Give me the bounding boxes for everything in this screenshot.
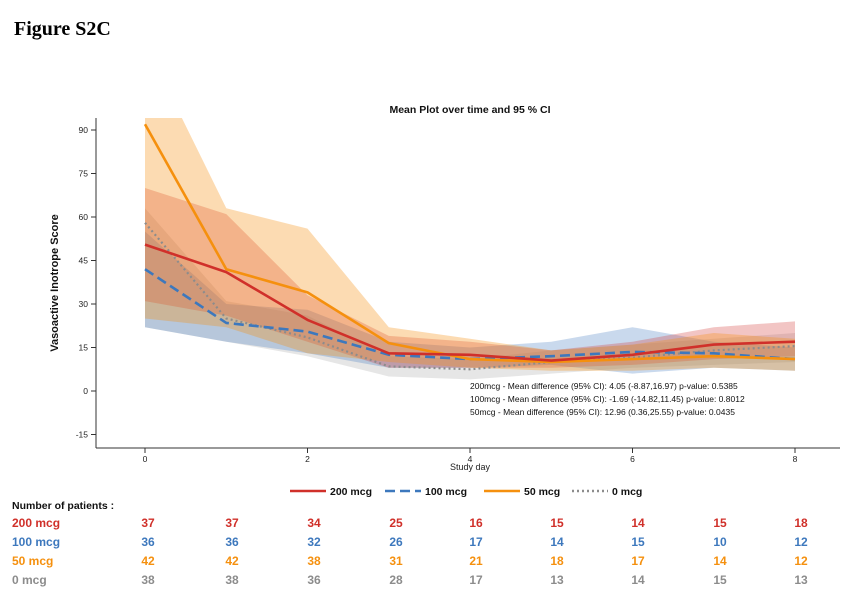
patients-count: 16 (469, 516, 483, 530)
legend: 200 mcg 100 mcg 50 mcg 0 mcg (290, 486, 642, 498)
patients-count: 32 (307, 535, 321, 549)
patients-count: 21 (469, 554, 483, 568)
axes: -15 0 15 30 45 60 75 90 0 2 4 6 8 (76, 118, 840, 464)
patients-row-label: 0 mcg (12, 573, 47, 587)
patients-count: 42 (141, 554, 155, 568)
patients-row-label: 200 mcg (12, 516, 61, 530)
mean-line-0mcg (144, 222, 796, 371)
y-tick-label: 0 (83, 386, 88, 396)
patients-count: 18 (550, 554, 564, 568)
patients-row: 50 mcg 42 42 38 31 21 18 17 14 12 (0, 554, 860, 570)
patients-count: 28 (389, 573, 403, 587)
patients-count: 38 (141, 573, 155, 587)
patients-count: 36 (307, 573, 321, 587)
patients-count: 26 (389, 535, 403, 549)
y-tick-label: 30 (79, 299, 89, 309)
patients-count: 10 (713, 535, 727, 549)
y-tick-label: 45 (79, 256, 89, 266)
patients-row: 200 mcg 37 37 34 25 16 15 14 15 18 (0, 516, 860, 532)
patients-row: 0 mcg 38 38 36 28 17 13 14 15 13 (0, 573, 860, 589)
patients-count: 13 (794, 573, 808, 587)
y-tick-label: -15 (76, 430, 89, 440)
patients-count: 12 (794, 554, 808, 568)
y-tick-label: 60 (79, 212, 89, 222)
patients-count: 15 (550, 516, 564, 530)
patients-count: 25 (389, 516, 403, 530)
patients-count: 14 (550, 535, 564, 549)
y-axis-label: Vasoactive Inotrope Score (49, 214, 61, 352)
x-tick-label: 8 (793, 454, 798, 464)
figure-label: Figure S2C (14, 18, 111, 40)
patients-count: 42 (225, 554, 239, 568)
mean-lines (143, 123, 796, 371)
patients-count: 13 (550, 573, 564, 587)
mean-line-200mcg (144, 243, 796, 362)
patients-count: 14 (713, 554, 727, 568)
ci-band-100mcg (145, 231, 795, 374)
patients-count: 38 (307, 554, 321, 568)
legend-label: 100 mcg (425, 486, 467, 498)
patients-table-title: Number of patients : (12, 500, 115, 512)
legend-label: 50 mcg (524, 486, 560, 498)
patients-row: 100 mcg 36 36 32 26 17 14 15 10 12 (0, 535, 860, 551)
mean-line-100mcg (144, 268, 796, 361)
patients-row-label: 50 mcg (12, 554, 54, 568)
ci-band-0mcg (145, 208, 795, 380)
x-tick-label: 4 (468, 454, 473, 464)
patients-count: 17 (469, 573, 483, 587)
patients-count: 34 (307, 516, 321, 530)
patients-count: 31 (389, 554, 403, 568)
mean-line-50mcg (143, 123, 796, 364)
y-tick-label: 75 (79, 169, 89, 179)
patients-count: 17 (469, 535, 483, 549)
y-tick-label: 15 (79, 343, 89, 353)
x-tick-label: 0 (143, 454, 148, 464)
patients-count: 15 (713, 573, 727, 587)
patients-count: 15 (631, 535, 645, 549)
confidence-bands (145, 118, 795, 380)
patients-count: 14 (631, 573, 645, 587)
patients-row-label: 100 mcg (12, 535, 61, 549)
patients-count: 37 (225, 516, 239, 530)
y-tick-label: 90 (79, 125, 89, 135)
mean-plot-chart: Mean Plot over time and 95 % CI -15 0 15 30… (49, 104, 840, 498)
patients-count: 38 (225, 573, 239, 587)
ci-band-200mcg (145, 188, 795, 368)
patients-count: 36 (225, 535, 239, 549)
patients-count: 18 (794, 516, 808, 530)
x-tick-label: 2 (305, 454, 310, 464)
annotation-100mcg: 100mcg - Mean difference (95% CI): -1.69… (470, 394, 745, 404)
patients-count: 36 (141, 535, 155, 549)
legend-label: 0 mcg (612, 486, 642, 498)
patients-count: 15 (713, 516, 727, 530)
patients-count: 17 (631, 554, 645, 568)
patients-count: 14 (631, 516, 645, 530)
patients-count: 12 (794, 535, 808, 549)
legend-label: 200 mcg (330, 486, 372, 498)
stat-annotations: 200mcg - Mean difference (95% CI): 4.05 … (470, 381, 745, 417)
patients-count: 37 (141, 516, 155, 530)
ci-band-50mcg (145, 118, 795, 371)
x-tick-label: 6 (630, 454, 635, 464)
chart-title: Mean Plot over time and 95 % CI (389, 104, 550, 116)
annotation-200mcg: 200mcg - Mean difference (95% CI): 4.05 … (470, 381, 738, 391)
annotation-50mcg: 50mcg - Mean difference (95% CI): 12.96 … (470, 407, 735, 417)
x-axis-label: Study day (450, 462, 491, 472)
